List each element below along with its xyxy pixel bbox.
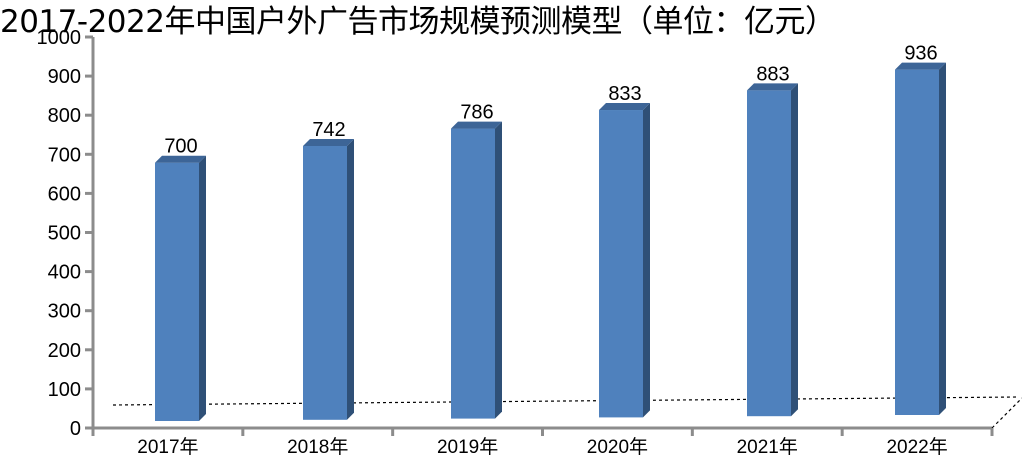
bar-side <box>643 103 650 418</box>
data-label: 786 <box>460 102 493 124</box>
x-tick-label: 2021年 <box>737 436 798 457</box>
x-tick-label: 2020年 <box>587 436 648 457</box>
x-tick-label: 2022年 <box>886 436 947 457</box>
data-label: 936 <box>904 43 937 65</box>
bar-side <box>347 139 354 420</box>
data-label: 883 <box>756 63 789 85</box>
floor-back-edge <box>112 396 1019 406</box>
bar-side <box>939 62 946 416</box>
x-tick-label: 2018年 <box>287 436 348 457</box>
x-tick-label: 2017年 <box>137 436 198 457</box>
y-tick-label: 800 <box>48 105 81 127</box>
y-tick-label: 200 <box>48 340 81 362</box>
bar-top <box>155 155 206 163</box>
bar-side <box>495 121 502 419</box>
bar-front <box>451 128 495 419</box>
bar-front <box>895 69 939 415</box>
floor-edge <box>991 397 1022 429</box>
bar-front <box>599 110 643 418</box>
bar-side <box>199 155 206 421</box>
data-label: 700 <box>164 136 197 158</box>
data-label: 742 <box>312 119 345 141</box>
y-tick-label: 100 <box>48 379 81 401</box>
y-tick-label: 400 <box>48 262 81 284</box>
y-tick-label: 700 <box>48 144 81 166</box>
x-tick-label: 2019年 <box>437 436 498 457</box>
y-tick-label: 900 <box>48 66 81 88</box>
y-tick-label: 300 <box>48 301 81 323</box>
bar-side <box>791 83 798 417</box>
bar-top <box>747 83 798 91</box>
bar-front <box>155 162 199 421</box>
bar-top <box>895 62 946 70</box>
data-label: 833 <box>608 83 641 105</box>
chart-title: 2017-2022年中国户外广告市场规模预测模型（单位：亿元） <box>0 4 836 40</box>
y-tick-label: 0 <box>70 418 81 440</box>
bar-top <box>451 121 502 129</box>
y-tick-label: 500 <box>48 223 81 245</box>
y-tick-label: 600 <box>48 183 81 205</box>
y-tick-label: 1000 <box>37 27 82 49</box>
bar-front <box>747 90 791 417</box>
bar-top <box>303 139 354 147</box>
bar-front <box>303 146 347 420</box>
bar-top <box>599 103 650 111</box>
